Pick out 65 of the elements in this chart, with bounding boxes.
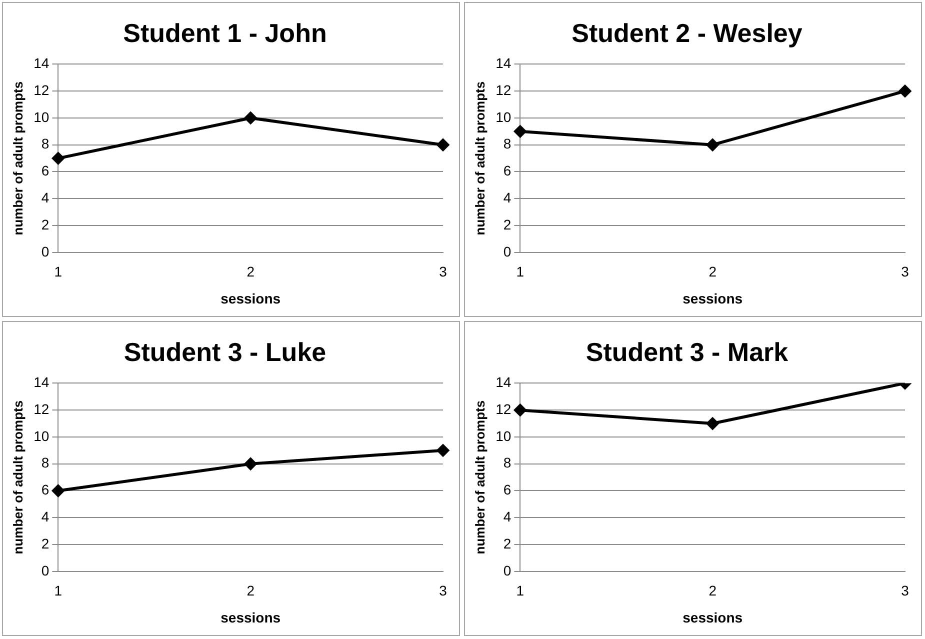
x-tick-label: 2: [246, 264, 255, 280]
point: [244, 111, 258, 124]
y-tick-label: 4: [41, 189, 50, 206]
chart-title: Student 3 - Luke: [124, 336, 326, 367]
y-tick-label: 8: [503, 136, 512, 152]
y-tick-label: 6: [41, 162, 50, 179]
x-tick-label: 3: [901, 582, 910, 599]
y-tick-label: 12: [34, 400, 50, 417]
point: [436, 444, 450, 457]
y-tick-label: 6: [503, 482, 512, 498]
y-axis-title: number of adult prompts: [10, 81, 26, 236]
x-tick-label: 1: [516, 264, 524, 280]
x-axis-title: sessions: [682, 609, 743, 626]
y-tick-label: 12: [496, 82, 512, 98]
x-axis-title: sessions: [682, 290, 743, 306]
x-tick-label: 2: [708, 582, 717, 599]
y-tick-label: 8: [41, 454, 50, 471]
point: [706, 138, 720, 152]
x-axis-title: sessions: [220, 290, 281, 306]
x-tick-label: 1: [516, 582, 524, 599]
y-tick-label: 2: [41, 216, 50, 232]
y-tick-label: 10: [496, 108, 512, 125]
y-tick-label: 4: [503, 508, 512, 524]
y-tick-label: 8: [503, 454, 512, 471]
x-tick-label: 2: [708, 264, 717, 280]
y-tick-label: 0: [41, 243, 50, 260]
y-tick-label: 6: [503, 162, 512, 179]
y-tick-label: 8: [41, 136, 50, 152]
x-tick-label: 3: [439, 264, 448, 280]
y-tick-label: 4: [503, 189, 512, 206]
y-tick-label: 12: [496, 400, 512, 417]
y-axis-title: number of adult prompts: [472, 400, 488, 554]
point: [514, 124, 527, 138]
y-tick-label: 14: [496, 55, 512, 72]
y-tick-label: 10: [34, 108, 50, 125]
y-tick-label: 2: [503, 216, 512, 232]
y-tick-label: 10: [496, 428, 512, 444]
y-tick-label: 2: [503, 535, 512, 552]
y-tick-label: 4: [41, 508, 50, 524]
x-tick-label: 2: [246, 582, 255, 599]
y-axis-title: number of adult prompts: [472, 81, 488, 236]
chart-title: Student 1 - John: [123, 18, 327, 48]
y-tick-label: 14: [496, 374, 512, 390]
x-tick-label: 3: [901, 264, 910, 280]
y-tick-label: 14: [34, 374, 50, 390]
y-tick-label: 12: [34, 82, 50, 98]
x-tick-label: 1: [54, 264, 62, 280]
y-tick-label: 14: [34, 55, 50, 72]
y-tick-label: 0: [503, 243, 512, 260]
x-tick-label: 3: [439, 582, 448, 599]
y-tick-label: 0: [41, 562, 50, 578]
x-axis-title: sessions: [220, 609, 281, 626]
chart-title: Student 2 - Wesley: [572, 18, 803, 48]
point: [436, 138, 450, 152]
point: [244, 457, 258, 470]
y-tick-label: 6: [41, 482, 50, 498]
y-axis-title: number of adult prompts: [10, 400, 26, 554]
point: [52, 152, 65, 165]
y-tick-label: 0: [503, 562, 512, 578]
x-tick-label: 1: [54, 582, 62, 599]
chart-title: Student 3 - Mark: [586, 336, 789, 367]
y-tick-label: 10: [34, 428, 50, 444]
y-tick-label: 2: [41, 535, 50, 552]
point: [898, 84, 912, 98]
point: [52, 484, 65, 498]
